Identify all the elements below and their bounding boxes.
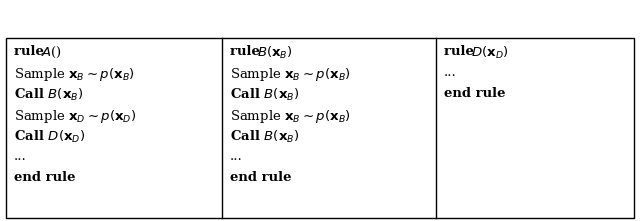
Text: end rule: end rule [14,171,76,184]
Text: Sample $\mathbf{x}_B \sim p(\mathbf{x}_B)$: Sample $\mathbf{x}_B \sim p(\mathbf{x}_B… [230,108,351,125]
Text: $\mathit{B}(\mathbf{x}_B)$: $\mathit{B}(\mathbf{x}_B)$ [257,45,292,61]
Text: ...: ... [14,150,27,163]
Text: rule: rule [230,45,264,58]
Text: Sample $\mathbf{x}_D \sim p(\mathbf{x}_D)$: Sample $\mathbf{x}_D \sim p(\mathbf{x}_D… [14,108,136,125]
Text: Sample $\mathbf{x}_B \sim p(\mathbf{x}_B)$: Sample $\mathbf{x}_B \sim p(\mathbf{x}_B… [14,66,135,83]
Text: end rule: end rule [444,87,506,100]
Text: ...: ... [444,66,457,79]
Bar [6,38,634,218]
Text: $\mathit{A}$(): $\mathit{A}$() [41,45,62,60]
Text: ...: ... [230,150,243,163]
Text: Call $\mathit{B}(\mathbf{x}_B)$: Call $\mathit{B}(\mathbf{x}_B)$ [230,129,300,145]
Text: $\mathit{D}(\mathbf{x}_D)$: $\mathit{D}(\mathbf{x}_D)$ [471,45,509,61]
Text: rule: rule [14,45,49,58]
Text: end rule: end rule [230,171,291,184]
Text: Call $\mathit{B}(\mathbf{x}_B)$: Call $\mathit{B}(\mathbf{x}_B)$ [14,87,83,103]
Text: Call $\mathit{B}(\mathbf{x}_B)$: Call $\mathit{B}(\mathbf{x}_B)$ [230,87,300,103]
Text: Sample $\mathbf{x}_B \sim p(\mathbf{x}_B)$: Sample $\mathbf{x}_B \sim p(\mathbf{x}_B… [230,66,351,83]
Text: rule: rule [444,45,479,58]
Text: Call $\mathit{D}(\mathbf{x}_D)$: Call $\mathit{D}(\mathbf{x}_D)$ [14,129,85,145]
